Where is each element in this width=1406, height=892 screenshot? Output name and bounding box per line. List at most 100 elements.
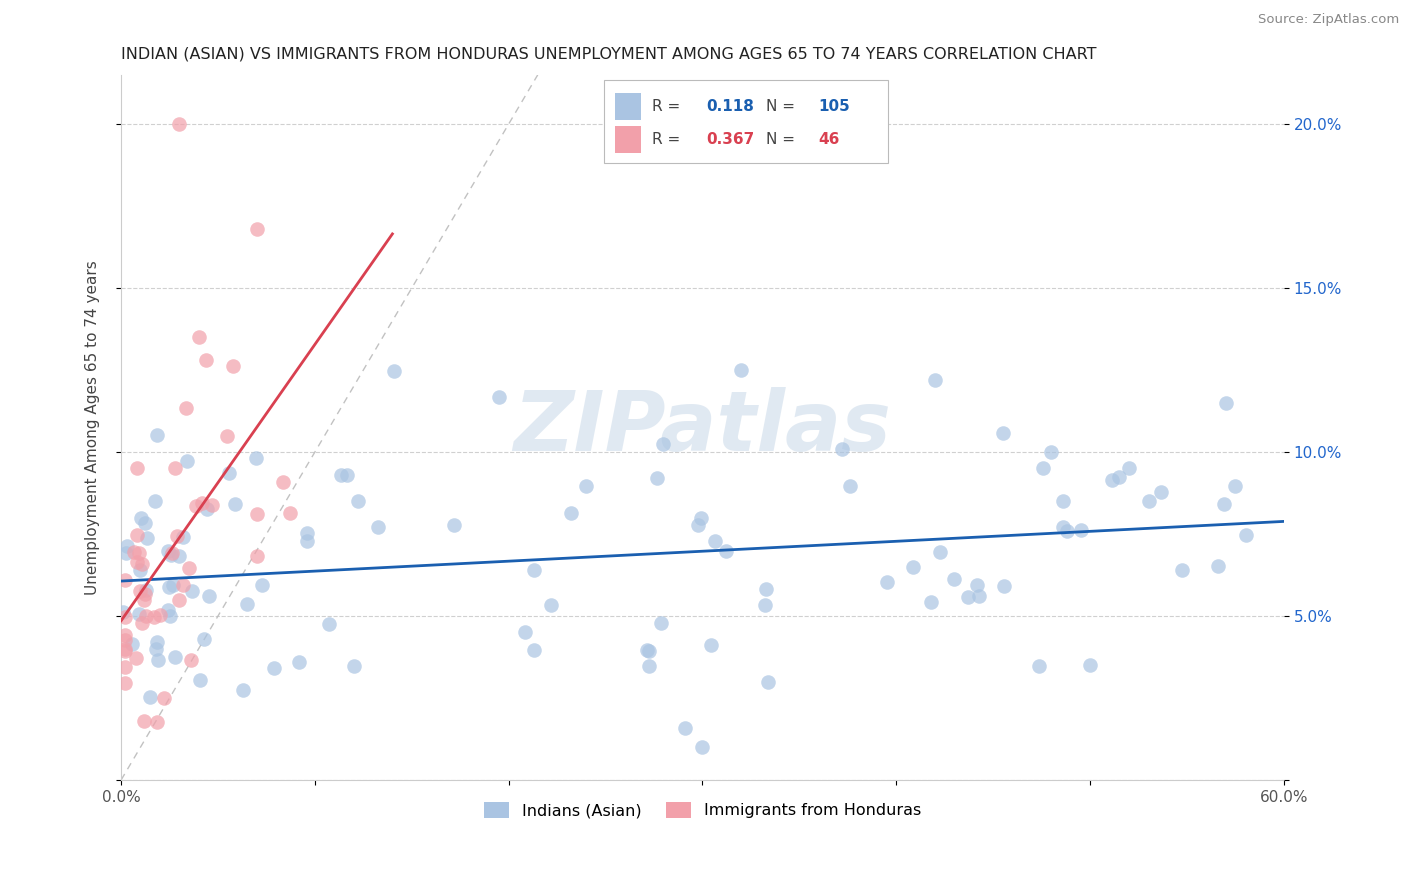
Point: [645, 471, 668, 485]
Text: INDIAN (ASIAN) VS IMMIGRANTS FROM HONDURAS UNEMPLOYMENT AMONG AGES 65 TO 74 YEAR: INDIAN (ASIAN) VS IMMIGRANTS FROM HONDUR…: [121, 46, 1097, 62]
Point: [703, 534, 725, 549]
Point: [167, 549, 190, 563]
Point: [278, 507, 301, 521]
Point: [831, 442, 853, 456]
Text: 0.367: 0.367: [706, 132, 754, 147]
Point: [114, 660, 136, 674]
Point: [148, 653, 170, 667]
Point: [637, 658, 659, 673]
Point: [112, 605, 135, 619]
Point: [920, 595, 942, 609]
Point: [263, 660, 285, 674]
Point: [128, 546, 150, 560]
Point: [160, 548, 183, 562]
Point: [838, 479, 860, 493]
Point: [523, 643, 546, 657]
Point: [115, 539, 138, 553]
Point: [167, 592, 190, 607]
Point: [714, 544, 737, 558]
Point: [488, 390, 510, 404]
Point: [146, 634, 169, 648]
Point: [1215, 396, 1237, 410]
Point: [250, 578, 273, 592]
Point: [143, 494, 166, 508]
Point: [167, 117, 190, 131]
Point: [129, 583, 152, 598]
Point: [163, 650, 186, 665]
Point: [295, 526, 318, 541]
Point: [143, 609, 166, 624]
Point: [876, 575, 898, 590]
Point: [903, 559, 925, 574]
Point: [187, 330, 209, 344]
Text: 0.118: 0.118: [706, 99, 754, 114]
Point: [297, 534, 319, 549]
Point: [755, 582, 778, 596]
Text: 46: 46: [818, 132, 839, 147]
Point: [114, 643, 136, 657]
Point: [245, 451, 267, 466]
Point: [967, 589, 990, 603]
Point: [114, 628, 136, 642]
Point: [172, 578, 194, 592]
Point: [329, 467, 352, 482]
Point: [134, 587, 156, 601]
Point: [993, 579, 1015, 593]
Point: [191, 496, 214, 510]
Point: [367, 520, 389, 534]
Point: [152, 690, 174, 705]
Point: [232, 683, 254, 698]
Point: [177, 561, 200, 575]
Point: [1118, 461, 1140, 475]
Point: [1032, 460, 1054, 475]
Point: [146, 427, 169, 442]
Point: [347, 493, 370, 508]
Point: [754, 598, 776, 612]
FancyBboxPatch shape: [616, 93, 641, 120]
Point: [1171, 563, 1194, 577]
Point: [1213, 497, 1236, 511]
Point: [224, 497, 246, 511]
Point: [1056, 524, 1078, 538]
Text: N =: N =: [766, 132, 800, 147]
Point: [730, 363, 752, 377]
Point: [160, 546, 183, 560]
Point: [134, 714, 156, 728]
Point: [134, 516, 156, 530]
Point: [125, 555, 148, 569]
Point: [692, 740, 714, 755]
Point: [636, 643, 658, 657]
Point: [136, 531, 159, 545]
Point: [181, 583, 204, 598]
Point: [134, 593, 156, 607]
Point: [924, 373, 946, 387]
Point: [756, 674, 779, 689]
Point: [342, 659, 364, 673]
Y-axis label: Unemployment Among Ages 65 to 74 years: Unemployment Among Ages 65 to 74 years: [86, 260, 100, 595]
Point: [188, 673, 211, 688]
Text: Source: ZipAtlas.com: Source: ZipAtlas.com: [1258, 13, 1399, 27]
Text: N =: N =: [766, 99, 800, 114]
Point: [157, 580, 180, 594]
Point: [198, 589, 221, 603]
Point: [222, 359, 245, 373]
Point: [218, 466, 240, 480]
Point: [540, 598, 562, 612]
Point: [513, 624, 536, 639]
Point: [271, 475, 294, 490]
Point: [131, 616, 153, 631]
Point: [287, 655, 309, 669]
Point: [125, 650, 148, 665]
Point: [145, 642, 167, 657]
Point: [139, 690, 162, 705]
Point: [172, 530, 194, 544]
Point: [1225, 479, 1247, 493]
Point: [928, 545, 950, 559]
Point: [523, 563, 546, 577]
Point: [1078, 658, 1101, 673]
Point: [166, 528, 188, 542]
Point: [162, 578, 184, 592]
Point: [957, 591, 980, 605]
Point: [943, 573, 966, 587]
Point: [246, 549, 269, 564]
